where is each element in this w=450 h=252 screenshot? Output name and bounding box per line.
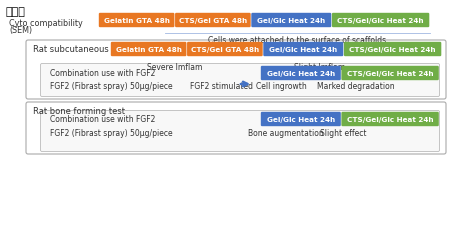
Text: Slight Imflam: Slight Imflam <box>294 63 346 72</box>
Text: Gelatin GTA 48h: Gelatin GTA 48h <box>116 47 182 53</box>
Text: FGF2 (Fibrast spray) 50μg/piece: FGF2 (Fibrast spray) 50μg/piece <box>50 129 173 137</box>
FancyBboxPatch shape <box>175 14 251 28</box>
FancyBboxPatch shape <box>40 64 440 97</box>
Text: Cyto compatibility: Cyto compatibility <box>9 19 83 28</box>
Text: Combination use with FGF2: Combination use with FGF2 <box>50 115 155 123</box>
Text: Gelatin GTA 48h: Gelatin GTA 48h <box>104 18 170 24</box>
FancyBboxPatch shape <box>111 43 186 57</box>
FancyBboxPatch shape <box>261 67 341 81</box>
Text: Rat bone forming test: Rat bone forming test <box>33 107 125 115</box>
FancyBboxPatch shape <box>342 67 439 81</box>
Text: Gel/Glc Heat 24h: Gel/Glc Heat 24h <box>267 71 335 77</box>
Text: Cells were attached to the surface of scaffolds: Cells were attached to the surface of sc… <box>208 36 387 45</box>
Text: Cell ingrowth: Cell ingrowth <box>256 82 307 91</box>
Text: CTS/Gel GTA 48h: CTS/Gel GTA 48h <box>191 47 259 53</box>
Text: CTS/Gel/Glc Heat 24h: CTS/Gel/Glc Heat 24h <box>349 47 436 53</box>
Text: Slight effect: Slight effect <box>320 129 366 137</box>
Text: (SEM): (SEM) <box>9 26 32 35</box>
Text: FGF2 (Fibrast spray) 50μg/piece: FGF2 (Fibrast spray) 50μg/piece <box>50 82 173 91</box>
Text: CTS/Gel/Glc Heat 24h: CTS/Gel/Glc Heat 24h <box>347 116 433 122</box>
Text: Gel/Glc Heat 24h: Gel/Glc Heat 24h <box>257 18 325 24</box>
Text: CTS/Gel GTA 48h: CTS/Gel GTA 48h <box>179 18 247 24</box>
Text: Rat subcutaneous test: Rat subcutaneous test <box>33 45 127 54</box>
FancyBboxPatch shape <box>99 14 175 28</box>
FancyBboxPatch shape <box>344 43 441 57</box>
FancyBboxPatch shape <box>342 112 439 127</box>
FancyBboxPatch shape <box>187 43 263 57</box>
Text: Bone augmentation: Bone augmentation <box>248 129 324 137</box>
Text: Gel/Glc Heat 24h: Gel/Glc Heat 24h <box>269 47 338 53</box>
FancyBboxPatch shape <box>261 112 341 127</box>
Text: CTS/Gel/Glc Heat 24h: CTS/Gel/Glc Heat 24h <box>347 71 433 77</box>
Text: Severe Imflam: Severe Imflam <box>147 63 202 72</box>
FancyBboxPatch shape <box>26 41 446 100</box>
Text: Marked degradation: Marked degradation <box>317 82 395 91</box>
Text: CTS/Gel/Glc Heat 24h: CTS/Gel/Glc Heat 24h <box>338 18 424 24</box>
FancyBboxPatch shape <box>263 43 343 57</box>
FancyBboxPatch shape <box>332 14 429 28</box>
FancyBboxPatch shape <box>40 111 440 152</box>
FancyBboxPatch shape <box>26 103 446 154</box>
Text: Gel/Glc Heat 24h: Gel/Glc Heat 24h <box>267 116 335 122</box>
FancyBboxPatch shape <box>251 14 331 28</box>
Text: FGF2 stimulated: FGF2 stimulated <box>190 82 253 91</box>
Text: Combination use with FGF2: Combination use with FGF2 <box>50 69 155 78</box>
Text: まとめ: まとめ <box>6 7 26 17</box>
